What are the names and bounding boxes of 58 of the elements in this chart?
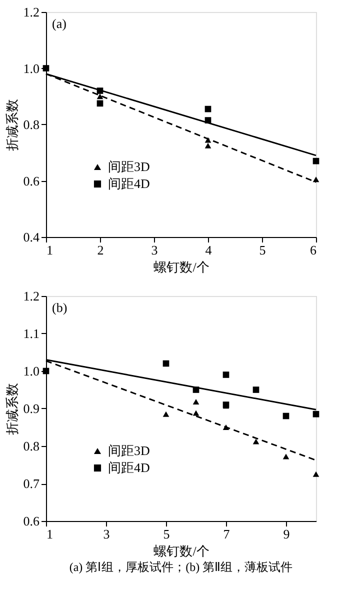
legend-label: 间距3D [108,159,150,174]
text: (a) 第Ⅰ组，厚板试件；(b) 第Ⅱ组，薄板试件 [69,560,293,574]
point [222,372,230,378]
x-tick-label: 1 [46,526,53,542]
point [96,100,104,107]
point [282,412,290,420]
y-tick-label: 1.0 [23,60,40,76]
x-axis-title: 螺钉数/个 [154,260,210,274]
y-tick-label: 0.4 [23,230,40,244]
legend-label: 间距4D [108,460,150,475]
point [312,410,320,418]
annotation: (b) [52,300,68,315]
point [204,137,212,143]
y-tick-label: 1.1 [23,326,40,341]
point [222,424,230,430]
point [192,386,200,393]
x-tick-label: 3 [103,526,110,542]
y-tick-label: 0.6 [23,173,40,188]
x-tick-label: 1 [46,242,53,258]
y-axis-title: 折减系数 [4,383,20,435]
point [192,410,200,416]
y-tick-label: 0.8 [23,438,40,454]
x-tick-label: 5 [163,526,170,542]
x-tick-label: 2 [97,242,104,258]
y-tick-label: 1.2 [23,4,40,20]
point [204,142,212,148]
point [204,106,212,112]
legend-label: 间距4D [108,176,150,191]
point [204,117,212,124]
x-tick-label: 5 [259,242,266,258]
x-tick-label: 3 [151,242,158,258]
x-tick-label: 4 [205,242,212,258]
point [312,471,320,477]
y-tick-label: 1.2 [23,288,40,304]
x-tick-label: 7 [223,526,230,542]
x-tick-label: 9 [283,526,290,542]
point [312,158,320,164]
legend-label: 间距3D [108,443,150,458]
point [162,411,170,417]
point [42,368,50,374]
point [252,386,260,393]
point [96,88,104,94]
point [312,176,320,182]
y-tick-label: 0.9 [23,401,40,416]
point [252,438,260,444]
point [96,94,104,100]
point [162,360,170,367]
y-tick-label: 0.7 [23,476,40,491]
y-tick-label: 0.6 [23,514,40,528]
y-tick-label: 1.0 [23,364,40,378]
point [282,454,290,460]
point [192,399,200,404]
y-tick-label: 0.8 [23,117,40,132]
x-axis-title: 螺钉数/个 [154,544,210,558]
y-axis-title: 折减系数 [4,99,20,151]
point [42,65,50,72]
x-tick-label: 6 [310,242,317,258]
annotation: (a) [52,16,66,31]
